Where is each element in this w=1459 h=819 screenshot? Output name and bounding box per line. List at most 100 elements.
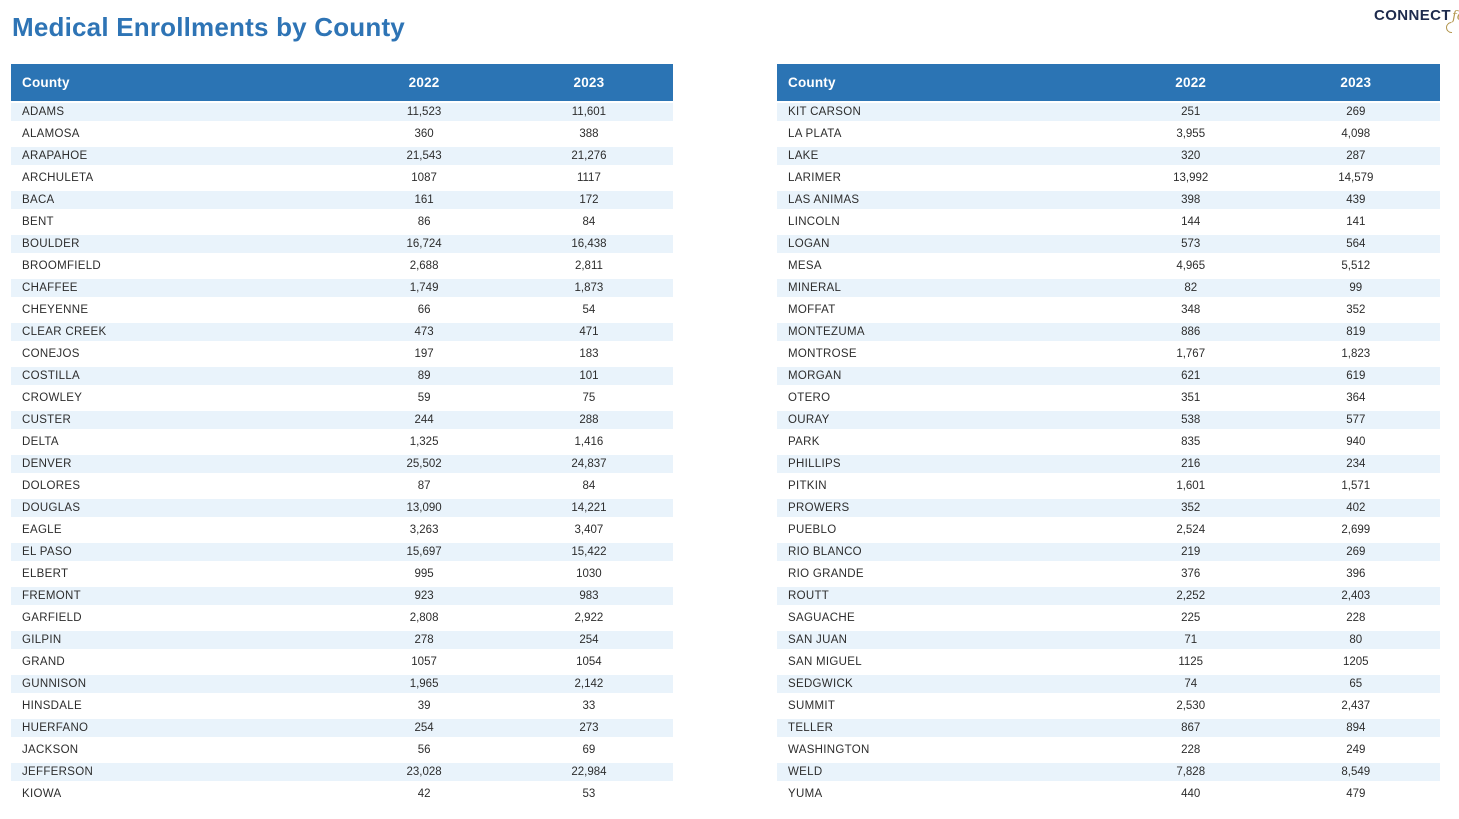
table-row: MORGAN 621 619 — [777, 365, 1440, 387]
table-row: CHEYENNE 66 54 — [11, 299, 673, 321]
value-2022-cell: 2,530 — [1109, 695, 1272, 717]
county-cell: PITKIN — [777, 475, 1110, 497]
value-2022-cell: 440 — [1109, 783, 1272, 805]
value-2022-cell: 15,697 — [343, 541, 505, 563]
county-cell: OURAY — [777, 409, 1110, 431]
county-table-right: County 2022 2023 KIT CARSON 251 269 LA PLAT… — [777, 64, 1440, 805]
county-cell: SAN MIGUEL — [777, 651, 1110, 673]
value-2023-cell: 819 — [1271, 321, 1440, 343]
county-cell: MORGAN — [777, 365, 1110, 387]
county-cell: ELBERT — [11, 563, 344, 585]
value-2023-cell: 15,422 — [504, 541, 673, 563]
table-row: EL PASO 15,697 15,422 — [11, 541, 673, 563]
connect-for-health-logo: CONNECTforH — [1374, 7, 1459, 36]
value-2022-cell: 360 — [343, 123, 505, 145]
county-cell: ALAMOSA — [11, 123, 344, 145]
county-cell: CROWLEY — [11, 387, 344, 409]
table-row: GUNNISON 1,965 2,142 — [11, 673, 673, 695]
county-cell: JEFFERSON — [11, 761, 344, 783]
county-cell: RIO BLANCO — [777, 541, 1110, 563]
value-2023-cell: 254 — [504, 629, 673, 651]
table-row: GILPIN 278 254 — [11, 629, 673, 651]
value-2022-cell: 3,955 — [1109, 123, 1272, 145]
table-row: CUSTER 244 288 — [11, 409, 673, 431]
value-2022-cell: 25,502 — [343, 453, 505, 475]
table-row: LOGAN 573 564 — [777, 233, 1440, 255]
value-2022-cell: 923 — [343, 585, 505, 607]
county-cell: DELTA — [11, 431, 344, 453]
column-header-2022: 2022 — [1109, 64, 1272, 101]
county-cell: MONTROSE — [777, 343, 1110, 365]
value-2023-cell: 2,142 — [504, 673, 673, 695]
value-2023-cell: 141 — [1271, 211, 1440, 233]
value-2022-cell: 66 — [343, 299, 505, 321]
logo-script-word: for — [1451, 9, 1459, 24]
value-2023-cell: 1117 — [504, 167, 673, 189]
table-row: YUMA 440 479 — [777, 783, 1440, 805]
value-2023-cell: 269 — [1271, 541, 1440, 563]
value-2022-cell: 621 — [1109, 365, 1272, 387]
county-cell: FREMONT — [11, 585, 344, 607]
value-2022-cell: 144 — [1109, 211, 1272, 233]
value-2022-cell: 867 — [1109, 717, 1272, 739]
value-2022-cell: 1,601 — [1109, 475, 1272, 497]
value-2022-cell: 216 — [1109, 453, 1272, 475]
county-cell: GARFIELD — [11, 607, 344, 629]
table-row: ALAMOSA 360 388 — [11, 123, 673, 145]
value-2023-cell: 69 — [504, 739, 673, 761]
value-2023-cell: 287 — [1271, 145, 1440, 167]
table-row: RIO BLANCO 219 269 — [777, 541, 1440, 563]
value-2023-cell: 2,922 — [504, 607, 673, 629]
county-cell: HINSDALE — [11, 695, 344, 717]
value-2023-cell: 65 — [1271, 673, 1440, 695]
table-row: OURAY 538 577 — [777, 409, 1440, 431]
county-cell: CLEAR CREEK — [11, 321, 344, 343]
value-2022-cell: 1057 — [343, 651, 505, 673]
county-cell: TELLER — [777, 717, 1110, 739]
value-2022-cell: 1125 — [1109, 651, 1272, 673]
value-2022-cell: 320 — [1109, 145, 1272, 167]
value-2022-cell: 886 — [1109, 321, 1272, 343]
column-header-2023: 2023 — [1271, 64, 1440, 101]
value-2023-cell: 54 — [504, 299, 673, 321]
column-header-2023: 2023 — [504, 64, 673, 101]
value-2022-cell: 197 — [343, 343, 505, 365]
county-cell: CONEJOS — [11, 343, 344, 365]
county-cell: YUMA — [777, 783, 1110, 805]
county-cell: LINCOLN — [777, 211, 1110, 233]
value-2022-cell: 1087 — [343, 167, 505, 189]
value-2023-cell: 53 — [504, 783, 673, 805]
county-cell: LAS ANIMAS — [777, 189, 1110, 211]
value-2022-cell: 56 — [343, 739, 505, 761]
table-row: GRAND 1057 1054 — [11, 651, 673, 673]
value-2022-cell: 89 — [343, 365, 505, 387]
value-2023-cell: 1205 — [1271, 651, 1440, 673]
value-2022-cell: 13,992 — [1109, 167, 1272, 189]
value-2023-cell: 577 — [1271, 409, 1440, 431]
table-row: DELTA 1,325 1,416 — [11, 431, 673, 453]
table-row: LARIMER 13,992 14,579 — [777, 167, 1440, 189]
value-2023-cell: 2,699 — [1271, 519, 1440, 541]
county-cell: CHEYENNE — [11, 299, 344, 321]
value-2023-cell: 11,601 — [504, 101, 673, 123]
table-row: SAGUACHE 225 228 — [777, 607, 1440, 629]
county-cell: PARK — [777, 431, 1110, 453]
value-2023-cell: 14,221 — [504, 497, 673, 519]
value-2023-cell: 99 — [1271, 277, 1440, 299]
table-row: PITKIN 1,601 1,571 — [777, 475, 1440, 497]
county-cell: KIT CARSON — [777, 101, 1110, 123]
county-cell: COSTILLA — [11, 365, 344, 387]
value-2023-cell: 8,549 — [1271, 761, 1440, 783]
county-cell: DOLORES — [11, 475, 344, 497]
table-row: LA PLATA 3,955 4,098 — [777, 123, 1440, 145]
table-header-row: County 2022 2023 — [777, 64, 1440, 101]
value-2022-cell: 219 — [1109, 541, 1272, 563]
table-row: OTERO 351 364 — [777, 387, 1440, 409]
value-2023-cell: 183 — [504, 343, 673, 365]
value-2022-cell: 573 — [1109, 233, 1272, 255]
county-cell: MOFFAT — [777, 299, 1110, 321]
table-row: KIOWA 42 53 — [11, 783, 673, 805]
county-cell: GRAND — [11, 651, 344, 673]
column-header-county: County — [11, 64, 344, 101]
table-row: CONEJOS 197 183 — [11, 343, 673, 365]
